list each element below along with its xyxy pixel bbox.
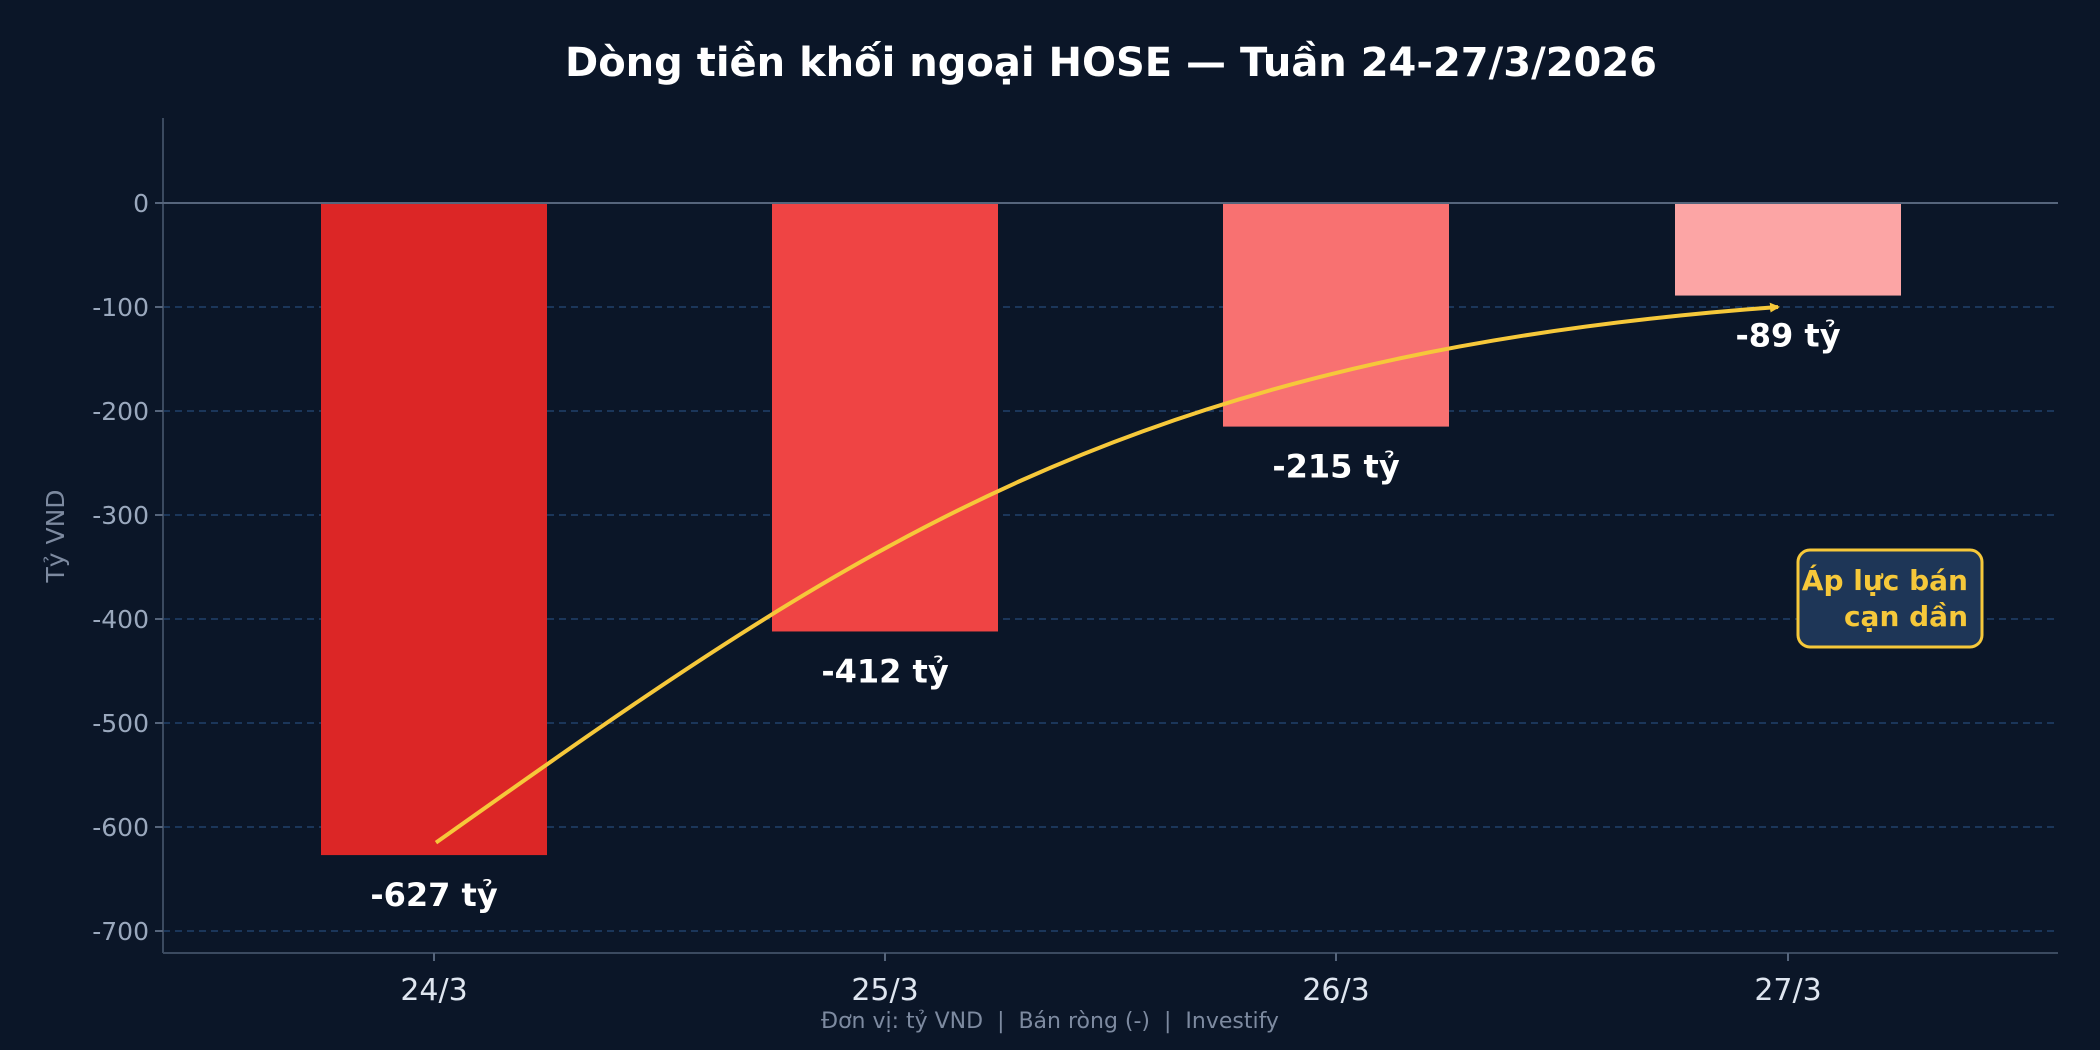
chart-title: Dòng tiền khối ngoại HOSE — Tuần 24-27/3… bbox=[565, 40, 1657, 86]
y-tick-label: -500 bbox=[92, 709, 149, 738]
data-labels: -627 tỷ -412 tỷ -215 tỷ -89 tỷ bbox=[370, 317, 1840, 915]
y-tick-label: -200 bbox=[92, 397, 149, 426]
annotation-box: Áp lực bán cạn dần bbox=[1796, 548, 1984, 649]
annotation-line-1: Áp lực bán bbox=[1802, 563, 1968, 597]
annotation-line-2: cạn dần bbox=[1844, 600, 1968, 633]
y-tick-label: 0 bbox=[133, 189, 149, 218]
y-tick-label: -400 bbox=[92, 605, 149, 634]
bars bbox=[321, 203, 1901, 856]
data-label: -412 tỷ bbox=[821, 652, 949, 690]
x-tick-label: 25/3 bbox=[851, 973, 918, 1008]
bar-27-3 bbox=[1675, 203, 1901, 296]
x-tick-label: 24/3 bbox=[400, 973, 467, 1008]
data-label: -215 tỷ bbox=[1272, 448, 1400, 486]
y-axis-label: Tỷ VND bbox=[41, 489, 70, 583]
trend-arrow bbox=[434, 302, 1780, 845]
data-label: -89 tỷ bbox=[1735, 317, 1840, 355]
bar-25-3 bbox=[772, 203, 998, 632]
y-tick-label: -100 bbox=[92, 293, 149, 322]
y-tick-label: -600 bbox=[92, 813, 149, 842]
y-tick-label: -700 bbox=[92, 917, 149, 946]
data-label: -627 tỷ bbox=[370, 876, 498, 914]
y-ticks: 0 -100 -200 -300 -400 -500 -600 -700 bbox=[92, 189, 163, 946]
bar-26-3 bbox=[1223, 203, 1449, 427]
bar-24-3 bbox=[321, 203, 547, 856]
x-ticks: 24/3 25/3 26/3 27/3 bbox=[400, 953, 1822, 1008]
x-tick-label: 26/3 bbox=[1302, 973, 1369, 1008]
chart-footer: Đơn vị: tỷ VND | Bán ròng (-) | Investif… bbox=[821, 1009, 1279, 1034]
x-tick-label: 27/3 bbox=[1754, 973, 1821, 1008]
y-tick-label: -300 bbox=[92, 501, 149, 530]
